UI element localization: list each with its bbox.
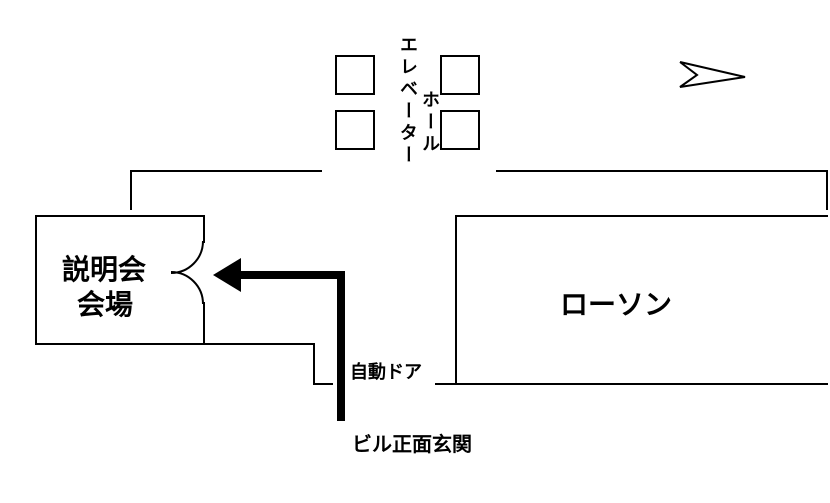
entrance-left-lip: [313, 383, 333, 385]
door-arc-top: [171, 241, 205, 275]
entrance-right-lip: [435, 383, 457, 385]
lawson-bottom-wall: [455, 383, 828, 385]
venue-right-wall-top: [203, 215, 205, 243]
door-arc-bottom: [171, 272, 205, 306]
venue-top-wall: [35, 215, 205, 217]
lawson-label: ローソン: [560, 283, 672, 323]
compass-arrow: [675, 54, 755, 94]
lawson-left-wall: [455, 215, 457, 385]
elevator-box-3: [335, 110, 375, 150]
elevator-hall-label-2: ホール: [417, 90, 443, 156]
venue-right-wall-bottom: [203, 302, 205, 345]
elevator-box-2: [440, 55, 480, 95]
venue-left-wall: [35, 215, 37, 345]
route-arrow-vertical: [337, 271, 345, 421]
elevator-box-4: [440, 110, 480, 150]
upper-left-wall: [130, 170, 322, 172]
upper-left-drop: [130, 170, 132, 210]
venue-bottom-wall: [35, 343, 315, 345]
upper-right-drop: [826, 170, 828, 210]
main-entrance-label: ビル正面玄関: [352, 428, 472, 457]
lawson-top-wall: [455, 215, 828, 217]
venue-label-line1: 説明会: [62, 248, 146, 288]
auto-door-label: 自動ドア: [350, 358, 422, 384]
route-arrow-head: [213, 258, 243, 292]
mid-left-drop: [313, 343, 315, 385]
upper-right-wall: [496, 170, 828, 172]
floor-map: エレベーター ホール 説明会 会場 ローソン 自動ドア ビル正面玄関: [0, 0, 830, 503]
elevator-box-1: [335, 55, 375, 95]
venue-label-line2: 会場: [77, 283, 133, 323]
route-arrow-horizontal: [235, 271, 345, 279]
